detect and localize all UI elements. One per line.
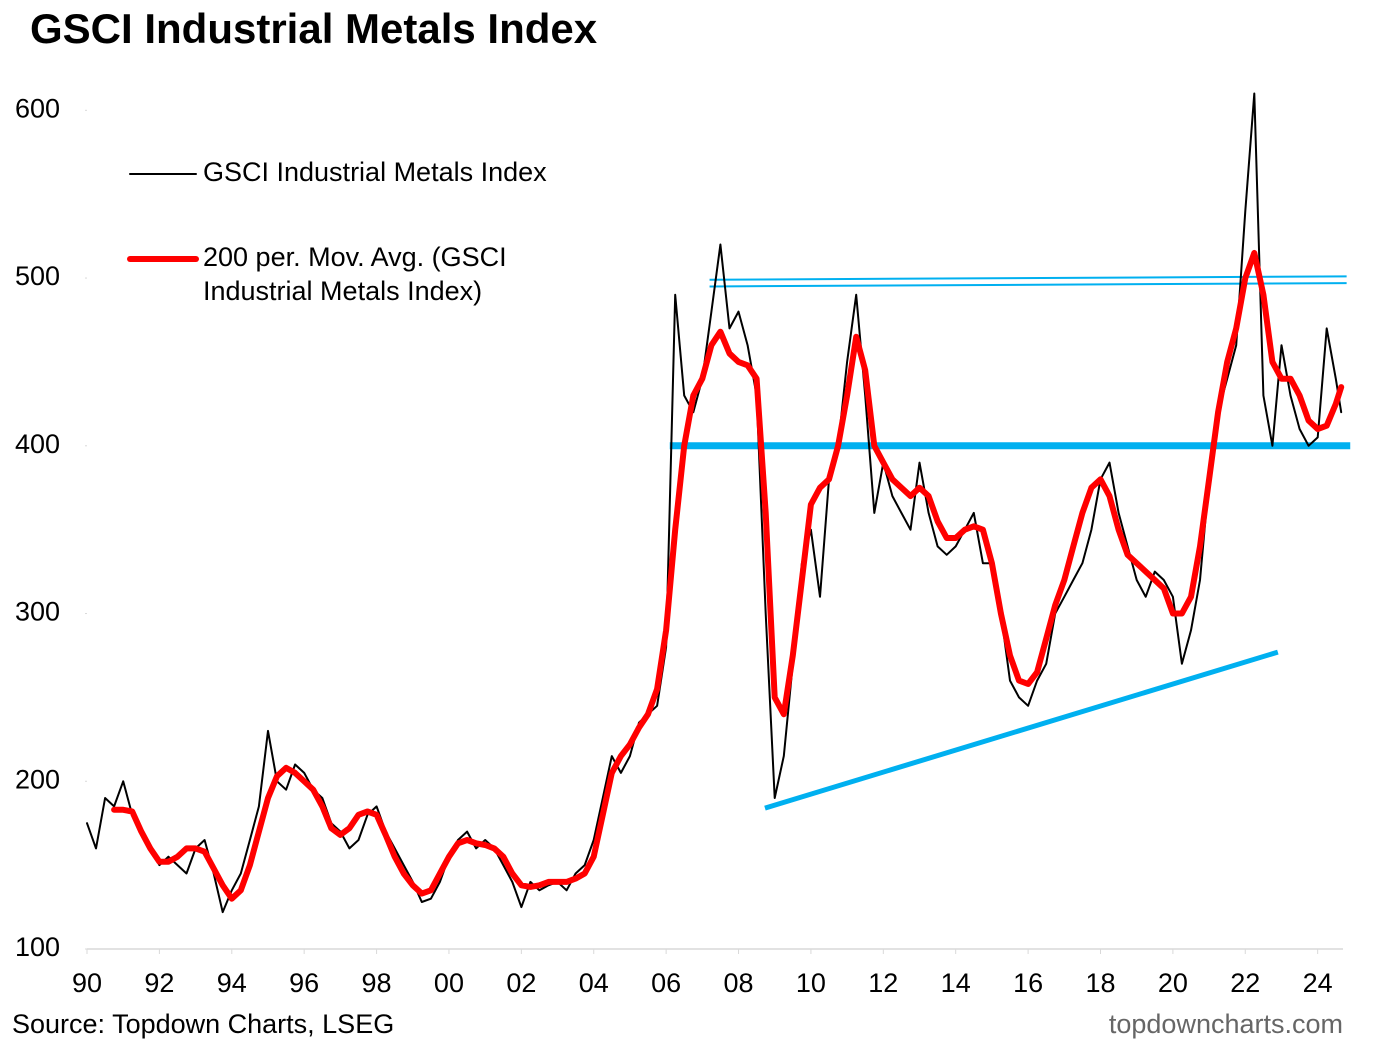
- y-tick-label: 100: [15, 932, 60, 962]
- x-tick-label: 08: [724, 968, 754, 998]
- legend-label-line: 200 per. Mov. Avg. (GSCI: [203, 242, 507, 272]
- x-tick-label: 00: [434, 968, 464, 998]
- series-line: [111, 249, 1345, 902]
- y-tick-label: 500: [15, 261, 60, 291]
- source: Source: Topdown Charts, LSEG: [12, 1009, 394, 1039]
- x-tick-label: 10: [796, 968, 826, 998]
- x-tick-label: 92: [144, 968, 174, 998]
- y-tick-label: 300: [15, 597, 60, 627]
- y-tick-label: 600: [15, 93, 60, 123]
- x-tick-label: 06: [651, 968, 681, 998]
- legend-label: GSCI Industrial Metals Index: [203, 157, 547, 187]
- x-tick-label: 18: [1085, 968, 1115, 998]
- y-tick-label: 200: [15, 764, 60, 794]
- x-tick-label: 90: [72, 968, 102, 998]
- x-tick-label: 96: [289, 968, 319, 998]
- x-tick-label: 94: [217, 968, 247, 998]
- series-line: [86, 92, 1343, 914]
- x-tick-label: 22: [1230, 968, 1260, 998]
- chart-title: GSCI Industrial Metals Index: [30, 5, 598, 52]
- x-tick-label: 24: [1303, 968, 1333, 998]
- y-tick-label: 400: [15, 429, 60, 459]
- x-tick-label: 12: [868, 968, 898, 998]
- trend-line: [709, 275, 1347, 281]
- x-tick-label: 02: [506, 968, 536, 998]
- x-tick-label: 16: [1013, 968, 1043, 998]
- x-tick-label: 04: [579, 968, 609, 998]
- legend-label: 200 per. Mov. Avg. (GSCI Industrial Metal…: [203, 242, 507, 306]
- legend-label-line: Industrial Metals Index): [203, 276, 482, 306]
- credit: topdowncharts.com: [1109, 1009, 1343, 1039]
- x-tick-label: 20: [1158, 968, 1188, 998]
- x-tick-label: 98: [362, 968, 392, 998]
- x-tick-label: 14: [941, 968, 971, 998]
- trend-line: [709, 282, 1347, 288]
- trend-line: [764, 649, 1279, 811]
